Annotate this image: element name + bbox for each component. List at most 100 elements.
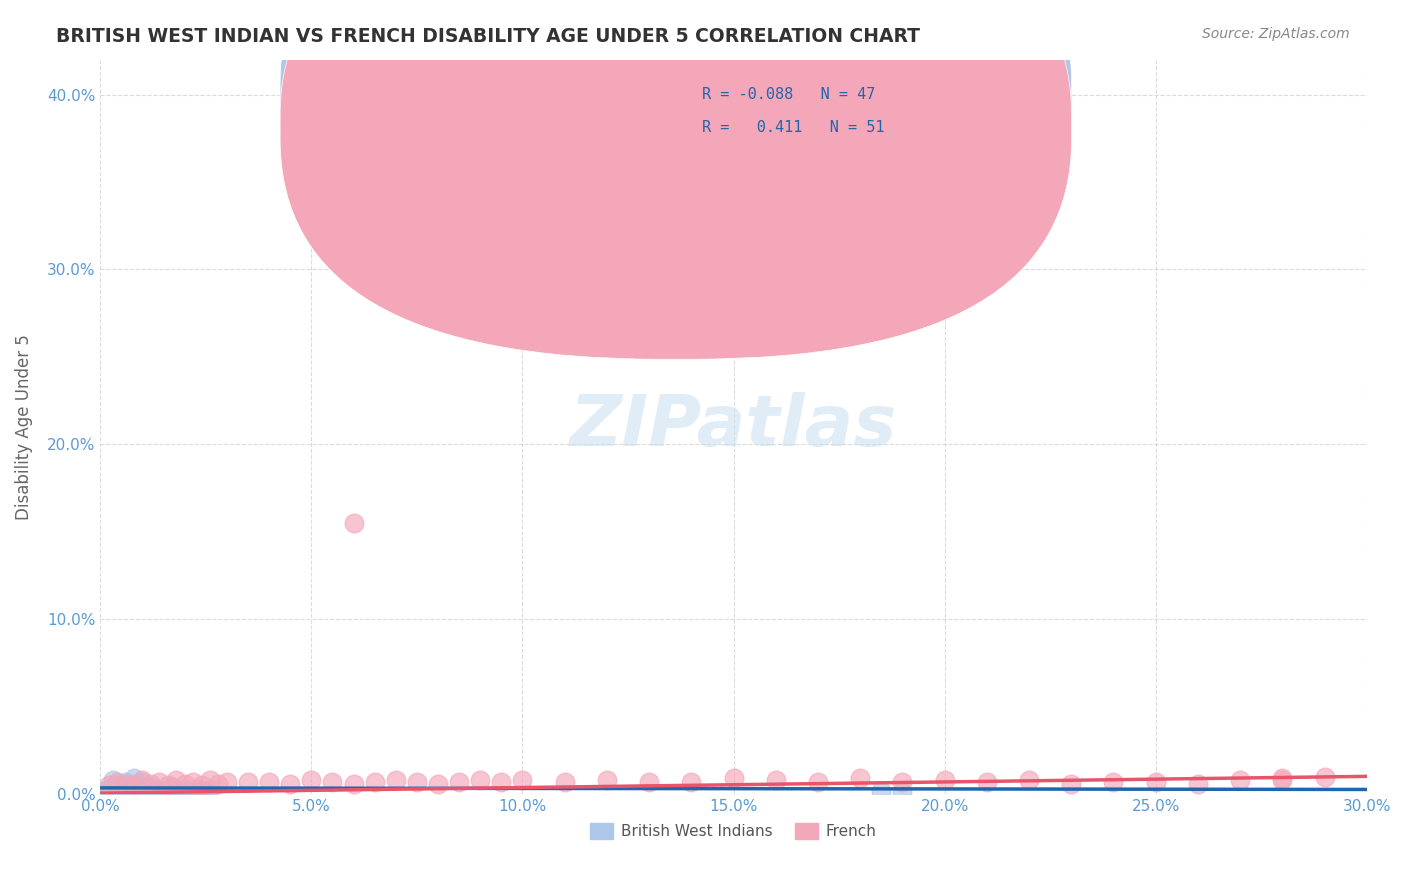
Point	[342, 516, 364, 530]
FancyBboxPatch shape	[280, 0, 1071, 327]
Point	[976, 774, 998, 789]
Point	[110, 778, 132, 792]
Point	[118, 776, 141, 790]
Point	[194, 785, 217, 799]
Point	[139, 776, 162, 790]
Point	[449, 774, 471, 789]
Text: R = -0.088   N = 47: R = -0.088 N = 47	[702, 87, 875, 103]
Point	[131, 774, 153, 789]
Point	[148, 783, 170, 797]
Point	[97, 778, 120, 792]
Point	[101, 772, 124, 787]
FancyBboxPatch shape	[638, 67, 1043, 159]
Point	[765, 772, 787, 787]
Point	[169, 785, 191, 799]
Point	[512, 772, 534, 787]
Point	[186, 781, 208, 796]
Point	[1102, 774, 1125, 789]
Point	[1271, 772, 1294, 786]
Point	[554, 774, 576, 789]
Point	[891, 785, 914, 799]
Point	[198, 781, 221, 796]
Point	[131, 780, 153, 794]
Point	[118, 783, 141, 797]
Point	[139, 780, 162, 794]
Point	[321, 774, 343, 789]
Point	[278, 776, 301, 790]
Point	[127, 780, 149, 794]
Point	[122, 772, 145, 786]
Point	[105, 780, 128, 794]
Point	[135, 781, 157, 796]
Point	[215, 774, 238, 789]
Point	[165, 772, 187, 787]
Point	[1271, 772, 1294, 787]
Text: R =   0.411   N = 51: R = 0.411 N = 51	[702, 120, 884, 135]
Point	[110, 780, 132, 794]
Text: Source: ZipAtlas.com: Source: ZipAtlas.com	[1202, 27, 1350, 41]
Point	[173, 776, 195, 790]
Point	[236, 774, 259, 789]
Point	[114, 776, 136, 790]
Point	[148, 774, 170, 789]
Point	[207, 776, 229, 790]
Point	[93, 783, 115, 797]
Legend: British West Indians, French: British West Indians, French	[583, 817, 883, 845]
Point	[638, 774, 661, 789]
Point	[105, 774, 128, 789]
Point	[596, 772, 619, 787]
Point	[257, 774, 280, 789]
Point	[122, 780, 145, 794]
Point	[1229, 772, 1251, 787]
Point	[118, 781, 141, 796]
Point	[934, 772, 956, 787]
Point	[97, 781, 120, 796]
Point	[114, 774, 136, 789]
Point	[156, 778, 179, 792]
Point	[114, 781, 136, 796]
Point	[190, 778, 212, 792]
Point	[101, 783, 124, 797]
Point	[110, 783, 132, 797]
Point	[114, 785, 136, 799]
Point	[405, 774, 427, 789]
Y-axis label: Disability Age Under 5: Disability Age Under 5	[15, 334, 32, 520]
Point	[190, 783, 212, 797]
Point	[101, 781, 124, 796]
Point	[891, 774, 914, 789]
Point	[105, 778, 128, 792]
Point	[131, 781, 153, 796]
Point	[127, 785, 149, 799]
Point	[139, 783, 162, 797]
Point	[122, 778, 145, 792]
Point	[299, 772, 322, 787]
Text: BRITISH WEST INDIAN VS FRENCH DISABILITY AGE UNDER 5 CORRELATION CHART: BRITISH WEST INDIAN VS FRENCH DISABILITY…	[56, 27, 921, 45]
Point	[135, 783, 157, 797]
Text: ZIPatlas: ZIPatlas	[569, 392, 897, 461]
Point	[173, 781, 195, 796]
Point	[427, 776, 450, 790]
Point	[1187, 776, 1209, 790]
Point	[198, 772, 221, 787]
Point	[384, 772, 406, 787]
Point	[156, 781, 179, 796]
Point	[177, 783, 200, 797]
Point	[1018, 772, 1040, 787]
Point	[152, 785, 174, 799]
Point	[1060, 776, 1083, 790]
Point	[1144, 774, 1167, 789]
Point	[491, 774, 513, 789]
Point	[470, 772, 492, 787]
Point	[122, 783, 145, 797]
Point	[723, 772, 745, 786]
Point	[870, 783, 893, 797]
Point	[181, 774, 204, 789]
Point	[97, 785, 120, 799]
Point	[342, 776, 364, 790]
Point	[512, 227, 534, 242]
Point	[1313, 770, 1336, 784]
FancyBboxPatch shape	[280, 0, 1071, 359]
Point	[105, 785, 128, 799]
Point	[160, 780, 183, 794]
Point	[143, 781, 166, 796]
